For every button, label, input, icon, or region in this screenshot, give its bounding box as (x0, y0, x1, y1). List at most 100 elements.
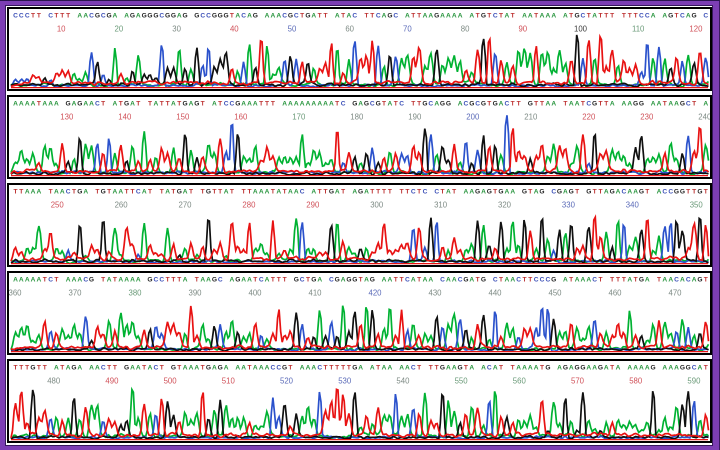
svg-text:A: A (31, 276, 36, 283)
svg-text:T: T (43, 364, 47, 371)
svg-text:C: C (662, 188, 667, 195)
svg-text:C: C (434, 188, 439, 195)
svg-text:G: G (95, 12, 100, 19)
svg-text:A: A (458, 100, 463, 107)
svg-text:T: T (253, 276, 257, 283)
svg-text:T: T (499, 12, 503, 19)
svg-text:G: G (77, 100, 82, 107)
svg-text:A: A (77, 276, 82, 283)
svg-text:320: 320 (498, 201, 512, 210)
svg-text:A: A (616, 364, 621, 371)
svg-text:A: A (113, 188, 118, 195)
svg-text:A: A (627, 188, 632, 195)
svg-text:T: T (511, 364, 515, 371)
svg-text:G: G (528, 100, 533, 107)
svg-text:A: A (42, 100, 47, 107)
svg-text:G: G (563, 364, 568, 371)
svg-text:A: A (551, 12, 556, 19)
svg-text:T: T (417, 188, 421, 195)
svg-text:T: T (610, 12, 614, 19)
svg-text:T: T (604, 12, 608, 19)
svg-text:G: G (475, 188, 480, 195)
svg-text:A: A (265, 364, 270, 371)
svg-text:T: T (283, 276, 287, 283)
svg-text:A: A (563, 188, 568, 195)
svg-text:C: C (493, 276, 498, 283)
svg-text:A: A (499, 100, 504, 107)
svg-text:G: G (288, 12, 293, 19)
svg-text:T: T (335, 364, 339, 371)
svg-text:T: T (376, 188, 380, 195)
svg-text:T: T (657, 276, 661, 283)
svg-text:A: A (382, 12, 387, 19)
svg-text:T: T (218, 188, 222, 195)
svg-text:T: T (528, 276, 532, 283)
svg-text:A: A (311, 188, 316, 195)
svg-text:A: A (563, 276, 568, 283)
svg-text:530: 530 (338, 377, 352, 386)
svg-text:A: A (481, 188, 486, 195)
svg-text:C: C (399, 100, 404, 107)
svg-text:A: A (25, 188, 30, 195)
svg-text:G: G (171, 12, 176, 19)
svg-text:G: G (311, 276, 316, 283)
svg-text:G: G (194, 12, 199, 19)
svg-text:200: 200 (466, 113, 480, 122)
svg-text:A: A (569, 100, 574, 107)
svg-text:T: T (435, 364, 439, 371)
svg-text:G: G (235, 276, 240, 283)
svg-text:G: G (171, 364, 176, 371)
svg-text:A: A (241, 100, 246, 107)
svg-text:A: A (235, 364, 240, 371)
svg-text:130: 130 (60, 113, 74, 122)
svg-text:T: T (417, 100, 421, 107)
svg-text:A: A (569, 364, 574, 371)
svg-text:A: A (370, 364, 375, 371)
svg-text:G: G (498, 188, 503, 195)
svg-text:G: G (697, 188, 702, 195)
svg-text:A: A (639, 364, 644, 371)
svg-text:G: G (352, 364, 357, 371)
svg-text:G: G (668, 12, 673, 19)
svg-text:A: A (311, 12, 316, 19)
svg-text:G: G (352, 276, 357, 283)
svg-text:G: G (346, 276, 351, 283)
svg-text:T: T (534, 12, 538, 19)
svg-text:A: A (37, 188, 42, 195)
svg-text:T: T (49, 188, 53, 195)
svg-text:T: T (569, 12, 573, 19)
svg-text:210: 210 (524, 113, 538, 122)
svg-text:A: A (118, 276, 123, 283)
svg-text:G: G (639, 100, 644, 107)
svg-text:T: T (212, 188, 216, 195)
svg-text:T: T (95, 188, 99, 195)
svg-text:A: A (546, 100, 551, 107)
svg-text:A: A (388, 100, 393, 107)
svg-text:G: G (71, 364, 76, 371)
svg-text:450: 450 (548, 289, 562, 298)
svg-text:T: T (271, 188, 275, 195)
svg-text:A: A (83, 100, 88, 107)
svg-text:A: A (230, 276, 235, 283)
svg-text:A: A (352, 188, 357, 195)
svg-text:A: A (25, 100, 30, 107)
svg-text:A: A (253, 100, 258, 107)
svg-text:T: T (598, 188, 602, 195)
svg-text:G: G (580, 364, 585, 371)
svg-text:A: A (364, 276, 369, 283)
svg-text:C: C (159, 12, 164, 19)
svg-text:A: A (77, 364, 82, 371)
svg-text:G: G (294, 276, 299, 283)
svg-text:520: 520 (280, 377, 294, 386)
svg-text:380: 380 (128, 289, 142, 298)
svg-text:T: T (288, 364, 292, 371)
svg-text:A: A (662, 364, 667, 371)
svg-text:330: 330 (562, 201, 576, 210)
svg-text:170: 170 (292, 113, 306, 122)
svg-text:A: A (575, 100, 580, 107)
svg-text:T: T (37, 100, 41, 107)
svg-text:A: A (645, 364, 650, 371)
svg-text:C: C (159, 276, 164, 283)
svg-text:G: G (440, 364, 445, 371)
svg-text:A: A (668, 100, 673, 107)
